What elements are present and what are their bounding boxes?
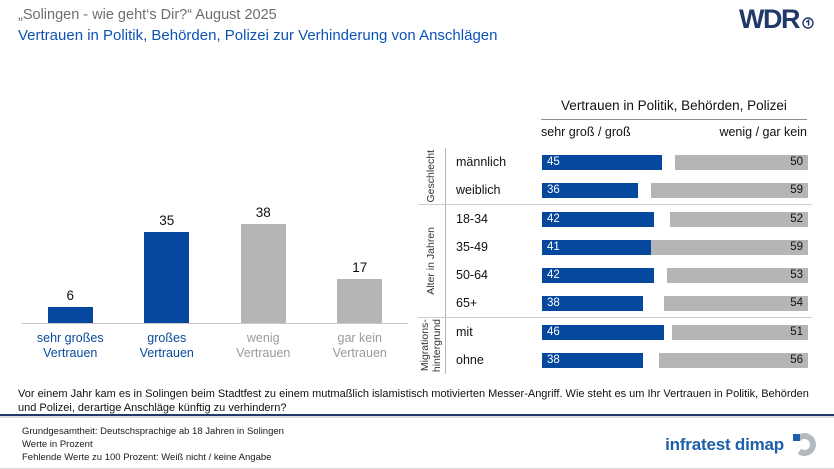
- group-label-text: Geschlecht: [425, 149, 438, 203]
- note-line: Werte in Prozent: [22, 438, 93, 450]
- wdr-logo: WDR: [739, 6, 814, 34]
- group-label-text: Migrations- hintergrund: [419, 319, 444, 373]
- trust-high-bar: 38: [542, 352, 644, 368]
- trust-low-bar: 59: [651, 182, 808, 198]
- trust-high-bar: 38: [542, 295, 644, 311]
- ard-circle-icon: [802, 7, 814, 34]
- bar: [240, 224, 286, 323]
- bar-track: 41 59: [542, 239, 808, 255]
- row-label: männlich: [456, 155, 507, 169]
- group-label-text: Alter in Jahren: [425, 227, 438, 295]
- trust-high-bar: 42: [542, 267, 654, 283]
- trust-high-bar: 36: [542, 182, 638, 198]
- bar-track: 42 53: [542, 267, 808, 283]
- bars-area: 6 35 38 17: [22, 182, 408, 324]
- group-rows: 18-34 42 52 35-49 41 59 50-64 42 53 65+ 38 54: [445, 205, 812, 317]
- row-label: 18-34: [456, 212, 488, 226]
- demographics-table: Vertrauen in Politik, Behörden, Polizei …: [418, 98, 812, 374]
- bar-track: 46 51: [542, 324, 808, 340]
- group-label: Alter in Jahren: [418, 205, 445, 317]
- row-label: 35-49: [456, 240, 488, 254]
- bar-category-label: gar kein Vertrauen: [332, 331, 387, 360]
- table-row: männlich 45 50: [446, 148, 812, 176]
- survey-question: Vor einem Jahr kam es in Solingen beim S…: [18, 388, 809, 415]
- group-rows: mit 46 51 ohne 38 56: [445, 318, 812, 374]
- row-label: 50-64: [456, 268, 488, 282]
- trust-low-bar: 51: [672, 324, 808, 340]
- bar: [47, 307, 93, 323]
- group-label: Geschlecht: [418, 148, 445, 204]
- table-row: 35-49 41 59: [446, 233, 812, 261]
- trust-low-bar: 53: [667, 267, 808, 283]
- bar-category-label: sehr großes Vertrauen: [36, 331, 104, 360]
- bar-column: 17: [312, 260, 409, 323]
- infratest-square-shape: [793, 434, 800, 441]
- infratest-dimap-icon: [791, 431, 818, 458]
- table-row: mit 46 51: [446, 318, 812, 346]
- table-row: 65+ 38 54: [446, 289, 812, 317]
- table-group: Alter in Jahren 18-34 42 52 35-49 41 59 50-64 42…: [418, 204, 812, 317]
- row-label: ohne: [456, 353, 484, 367]
- bar-track: 36 59: [542, 182, 808, 198]
- bar-track: 38 56: [542, 352, 808, 368]
- note-line: Fehlende Werte zu 100 Prozent: Weiß nich…: [22, 451, 272, 463]
- row-label: 65+: [456, 296, 478, 310]
- table-row: ohne 38 56: [446, 346, 812, 374]
- group-rows: männlich 45 50 weiblich 36 59: [445, 148, 812, 204]
- infratest-dimap-logo-text: infratest dimap: [665, 434, 784, 454]
- wdr-logo-text: WDR: [739, 4, 800, 34]
- page-title: Vertrauen in Politik, Behörden, Polizei …: [18, 27, 498, 44]
- trust-high-bar: 42: [542, 211, 654, 227]
- footer-divider: [0, 414, 834, 418]
- bar-track: 45 50: [542, 154, 808, 170]
- trust-low-bar: 56: [659, 352, 808, 368]
- note-line: Grundgesamtheit: Deutschsprachige ab 18 …: [22, 426, 284, 437]
- methodology-notes: Grundgesamtheit: Deutschsprachige ab 18 …: [22, 426, 284, 464]
- table-row: 18-34 42 52: [446, 205, 812, 233]
- bar-category-label: großes Vertrauen: [139, 331, 194, 360]
- bar-value-label: 6: [66, 288, 74, 304]
- bar: [337, 278, 383, 323]
- table-title: Vertrauen in Politik, Behörden, Polizei: [541, 98, 807, 120]
- column-header-left: sehr groß / groß: [541, 125, 631, 139]
- column-header-right: wenig / gar kein: [719, 125, 807, 139]
- category-labels: sehr großes Vertrauen großes Vertrauen wen…: [22, 324, 408, 361]
- bar-category-label: wenig Vertrauen: [236, 331, 291, 360]
- table-group: Geschlecht männlich 45 50 weiblich 36 59: [418, 148, 812, 204]
- trust-high-bar: 41: [542, 239, 652, 255]
- table-column-headers: sehr groß / groß wenig / gar kein: [541, 120, 807, 148]
- bar-track: 38 54: [542, 295, 808, 311]
- bar-value-label: 38: [255, 205, 271, 221]
- bar-track: 42 52: [542, 211, 808, 227]
- trust-high-bar: 45: [542, 154, 662, 170]
- table-group: Migrations- hintergrund mit 46 51 ohne 38 56: [418, 317, 812, 374]
- infratest-dimap-logo: infratest dimap: [665, 431, 818, 458]
- table-row: weiblich 36 59: [446, 176, 812, 204]
- table-body: Geschlecht männlich 45 50 weiblich 36 59 Alter …: [418, 148, 812, 374]
- bar-column: 38: [215, 205, 312, 323]
- bar-value-label: 17: [352, 259, 368, 275]
- trust-low-bar: 59: [651, 239, 808, 255]
- bar: [144, 232, 190, 323]
- bar-column: 35: [119, 213, 216, 323]
- table-row: 50-64 42 53: [446, 261, 812, 289]
- group-label: Migrations- hintergrund: [418, 318, 445, 374]
- row-label: mit: [456, 325, 473, 339]
- distribution-chart: 6 35 38 17 sehr großes Vertrauen großes Vert…: [22, 182, 408, 361]
- row-label: weiblich: [456, 183, 501, 197]
- trust-low-bar: 52: [669, 211, 808, 227]
- bar-column: 6: [22, 288, 119, 323]
- bar-value-label: 35: [159, 213, 175, 228]
- trust-high-bar: 46: [542, 324, 665, 340]
- trust-low-bar: 54: [664, 295, 808, 311]
- survey-suptitle: „Solingen - wie geht‘s Dir?“ August 2025: [18, 7, 277, 23]
- trust-low-bar: 50: [675, 154, 808, 170]
